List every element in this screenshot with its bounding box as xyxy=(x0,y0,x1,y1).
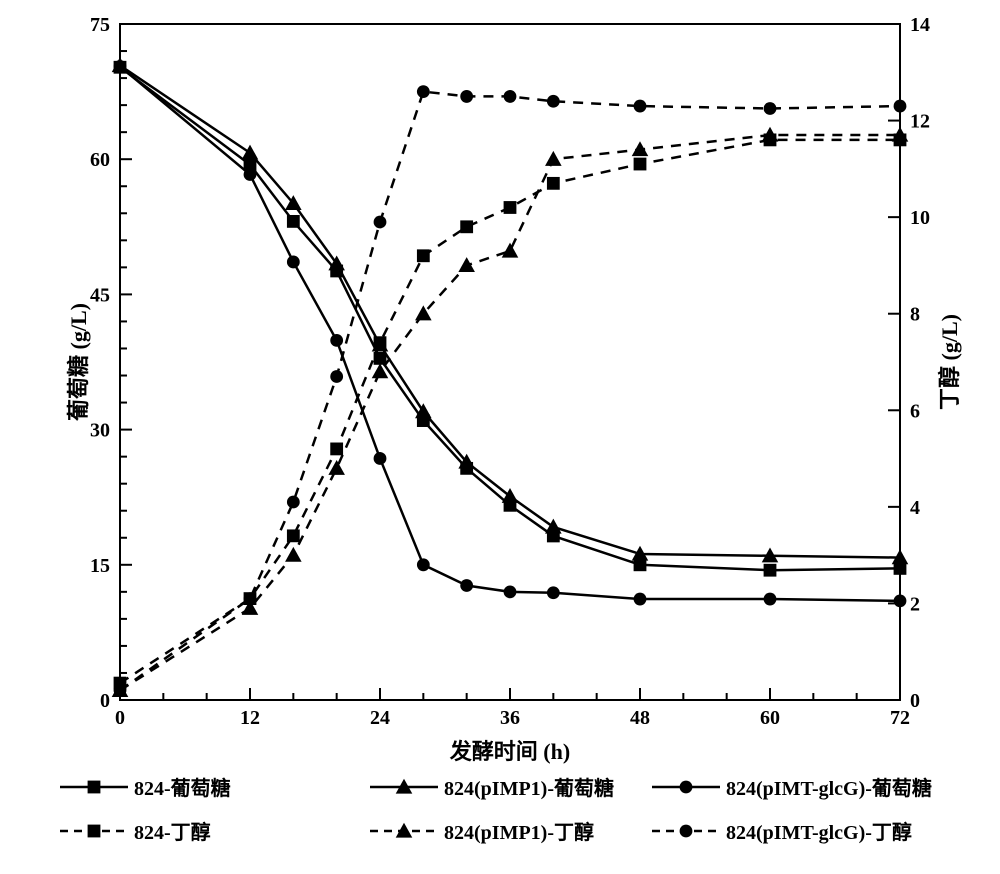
svg-text:60: 60 xyxy=(90,149,110,171)
svg-text:12: 12 xyxy=(910,111,930,133)
legend-label: 824-丁醇 xyxy=(134,816,211,845)
svg-text:72: 72 xyxy=(890,707,910,729)
chart-container: { "canvas": { "width": 1000, "height": 8… xyxy=(0,0,1000,874)
legend-label: 824(pIMT-glcG)-葡萄糖 xyxy=(726,772,932,801)
svg-text:10: 10 xyxy=(910,207,930,229)
svg-text:6: 6 xyxy=(910,400,920,422)
svg-text:8: 8 xyxy=(910,304,920,326)
svg-text:14: 14 xyxy=(910,14,930,36)
svg-text:4: 4 xyxy=(910,497,920,519)
right-axis-label: 丁醇 (g/L) xyxy=(932,314,964,410)
svg-text:0: 0 xyxy=(115,707,125,729)
legend-item: 824(pIMP1)-葡萄糖 xyxy=(370,772,614,801)
legend-label: 824(pIMP1)-丁醇 xyxy=(444,816,594,845)
legend-label: 824-葡萄糖 xyxy=(134,772,231,801)
legend-item: 824(pIMP1)-丁醇 xyxy=(370,816,594,845)
svg-text:15: 15 xyxy=(90,555,110,577)
svg-text:48: 48 xyxy=(630,707,650,729)
legend-item: 824(pIMT-glcG)-葡萄糖 xyxy=(652,772,932,801)
svg-text:36: 36 xyxy=(500,707,520,729)
legend-item: 824-丁醇 xyxy=(60,816,211,845)
legend-label: 824(pIMT-glcG)-丁醇 xyxy=(726,816,912,845)
svg-text:0: 0 xyxy=(100,690,110,712)
series xyxy=(112,57,909,564)
svg-text:12: 12 xyxy=(240,707,260,729)
bottom-axis-label: 发酵时间 (h) xyxy=(120,734,900,766)
legend-item: 824(pIMT-glcG)-丁醇 xyxy=(652,816,912,845)
left-axis-label: 葡萄糖 (g/L) xyxy=(61,303,93,421)
legend-item: 824-葡萄糖 xyxy=(60,772,231,801)
svg-text:45: 45 xyxy=(90,284,110,306)
series xyxy=(114,133,907,689)
legend-label: 824(pIMP1)-葡萄糖 xyxy=(444,772,614,801)
svg-text:24: 24 xyxy=(370,707,390,729)
svg-text:30: 30 xyxy=(90,420,110,442)
svg-text:2: 2 xyxy=(910,593,920,615)
svg-text:60: 60 xyxy=(760,707,780,729)
svg-text:75: 75 xyxy=(90,14,110,36)
svg-text:0: 0 xyxy=(910,690,920,712)
series xyxy=(114,85,907,697)
